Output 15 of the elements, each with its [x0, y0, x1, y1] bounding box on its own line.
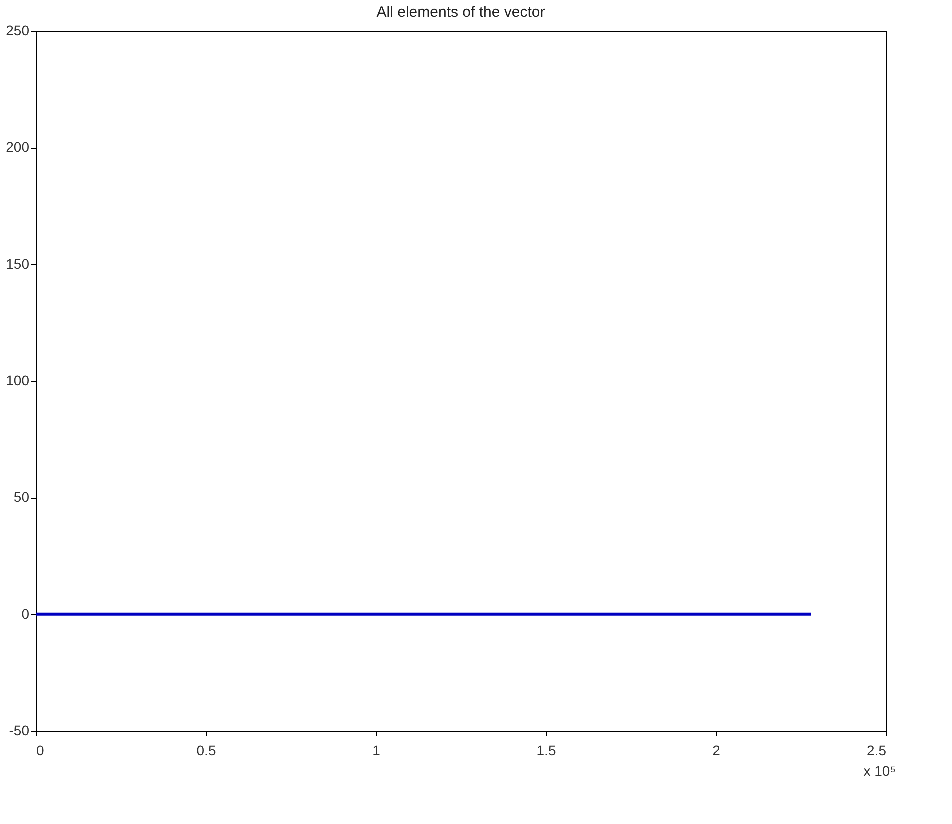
y-tick-label: -50 [9, 722, 30, 738]
y-tick-label: 0 [22, 606, 30, 622]
chart-title: All elements of the vector [376, 4, 546, 21]
x-tick-label: 1.5 [536, 742, 556, 758]
x-tick-label: 0.5 [196, 742, 216, 758]
y-tick-label: 50 [14, 489, 30, 506]
x-tick-label: 2.5 [867, 742, 887, 758]
y-tick-label: 250 [6, 22, 30, 38]
x-tick-label: 1 [372, 742, 381, 758]
text: x 10⁵ [864, 763, 896, 779]
x-tick-label: 0 [36, 742, 44, 758]
x-tick-label: 2 [712, 742, 721, 758]
y-tick-label: 100 [6, 372, 30, 388]
y-tick-label: 200 [6, 139, 30, 156]
y-tick-label: 150 [6, 256, 30, 272]
